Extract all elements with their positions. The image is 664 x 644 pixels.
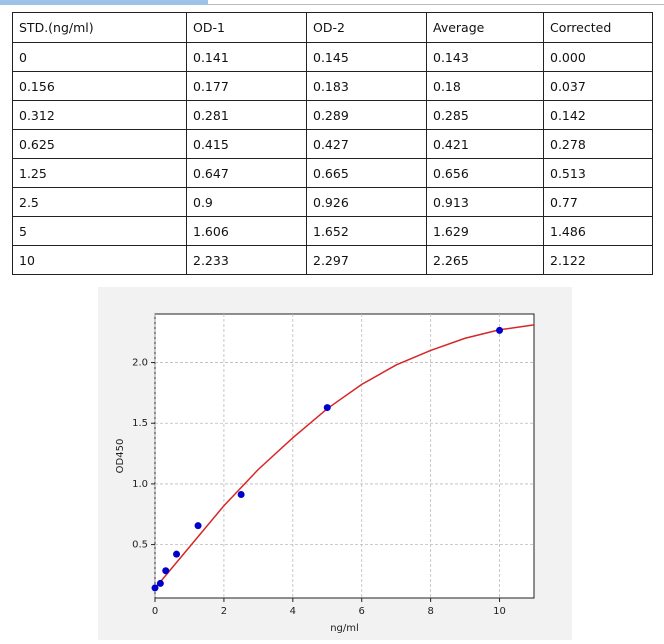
table-cell: 10 [12,245,187,275]
y-axis-label: OD450 [115,439,126,474]
header-line [208,4,664,5]
table-cell: 0.513 [543,158,653,188]
table-cell: 0.156 [12,71,187,101]
table-cell: 0.141 [186,42,307,72]
table-cell: 0.312 [12,100,187,130]
table-cell: 0.913 [426,187,544,217]
table-cell: 2.233 [186,245,307,275]
header-cell: Average [426,12,544,43]
data-point [323,404,331,412]
table-row: STD.(ng/ml) OD-1 OD-2 Average Corrected [12,12,653,43]
table-row: 10 2.233 2.297 2.265 2.122 [12,245,653,275]
table-row: 0.625 0.415 0.427 0.421 0.278 [12,129,653,159]
table-cell: 0.143 [426,42,544,72]
x-tick-label: 2 [221,606,227,617]
table-cell: 0.427 [306,129,427,159]
table-cell: 1.25 [12,158,187,188]
y-tick-label: 1.0 [132,479,148,490]
header-cell: OD-1 [186,12,307,43]
x-tick-label: 6 [359,606,365,617]
table-cell: 0.77 [543,187,653,217]
table-cell: 0.665 [306,158,427,188]
table-cell: 0.18 [426,71,544,101]
table-row: 1.25 0.647 0.665 0.656 0.513 [12,158,653,188]
table-cell: 2.297 [306,245,427,275]
chart: 0 2 4 6 8 10 0.5 1.0 1.5 2.0 ng/ml OD450 [98,287,572,640]
table-cell: 0.000 [543,42,653,72]
table-cell: 1.606 [186,216,307,246]
y-tick-label: 2.0 [132,358,148,369]
x-tick-label: 0 [152,606,158,617]
table-row: 2.5 0.9 0.926 0.913 0.77 [12,187,653,217]
table-cell: 0.142 [543,100,653,130]
table-cell: 0.415 [186,129,307,159]
data-table: STD.(ng/ml) OD-1 OD-2 Average Corrected 0 0.14… [12,12,653,275]
table-cell: 5 [12,216,187,246]
header-bar [0,0,208,5]
table-cell: 2.122 [543,245,653,275]
x-axis-label: ng/ml [330,623,359,634]
table-cell: 0.285 [426,100,544,130]
table-cell: 0.281 [186,100,307,130]
table-cell: 1.652 [306,216,427,246]
fit-curve [154,324,535,589]
x-tick-label: 10 [493,606,506,617]
data-point [496,326,504,334]
table-cell: 0.278 [543,129,653,159]
table-cell: 0.145 [306,42,427,72]
table-cell: 0 [12,42,187,72]
table-cell: 2.265 [426,245,544,275]
table-cell: 0.9 [186,187,307,217]
table-row: 0 0.141 0.145 0.143 0.000 [12,42,653,72]
data-point [162,567,170,575]
table-cell: 0.289 [306,100,427,130]
y-tick-label: 0.5 [132,540,148,551]
table-row: 5 1.606 1.652 1.629 1.486 [12,216,653,246]
x-tick-label: 4 [290,606,296,617]
table-cell: 0.037 [543,71,653,101]
x-tick-label: 8 [427,606,433,617]
data-point [237,490,245,498]
data-point [151,584,159,592]
table-row: 0.156 0.177 0.183 0.18 0.037 [12,71,653,101]
table-row: 0.312 0.281 0.289 0.285 0.142 [12,100,653,130]
table-cell: 1.486 [543,216,653,246]
table-cell: 0.183 [306,71,427,101]
plot-area [154,313,535,599]
table-cell: 0.177 [186,71,307,101]
data-point [156,579,164,587]
table-cell: 0.656 [426,158,544,188]
data-point [194,522,202,530]
table-cell: 0.926 [306,187,427,217]
table-cell: 0.421 [426,129,544,159]
table-cell: 0.625 [12,129,187,159]
header-cell: Corrected [543,12,653,43]
table-cell: 0.647 [186,158,307,188]
y-tick-label: 1.5 [132,418,148,429]
header-cell: OD-2 [306,12,427,43]
table-cell: 1.629 [426,216,544,246]
header-cell: STD.(ng/ml) [12,12,187,43]
data-point [173,550,181,558]
table-cell: 2.5 [12,187,187,217]
